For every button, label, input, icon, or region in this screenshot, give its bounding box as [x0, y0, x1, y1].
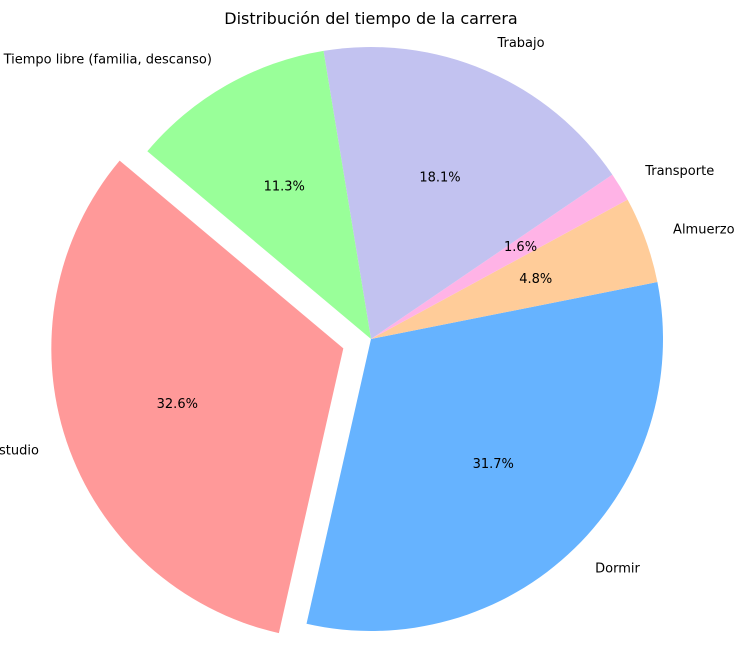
pie-slice-dormir	[306, 282, 663, 631]
pie-slice-estudio	[51, 160, 344, 634]
pie-label-almuerzo: Almuerzo	[673, 222, 735, 237]
pie-label-tiempo: Tiempo libre (familia, descanso)	[3, 52, 212, 67]
pie-label-transporte: Transporte	[644, 164, 714, 179]
pie-label-estudio: Estudio	[0, 443, 39, 458]
chart-title: Distribución del tiempo de la carrera	[224, 9, 517, 28]
pie-slice-tiempo	[147, 50, 371, 339]
pie-percent-tiempo: 11.3%	[264, 179, 305, 194]
pie-label-trabajo: Trabajo	[496, 36, 544, 51]
pie-slice-transporte	[371, 174, 628, 339]
pie-slice-trabajo	[323, 46, 613, 339]
pie-slice-almuerzo	[371, 199, 658, 339]
pie-percent-estudio: 32.6%	[157, 397, 198, 412]
pie-slices	[51, 46, 663, 634]
pie-percent-dormir: 31.7%	[473, 457, 514, 472]
pie-percent-labels: 32.6% 31.7% 4.8% 1.6% 18.1% 11.3%	[157, 170, 553, 472]
pie-label-dormir: Dormir	[595, 562, 640, 577]
pie-category-labels: Estudio Dormir Almuerzo Transporte Trabajo Ti…	[0, 36, 735, 576]
pie-percent-almuerzo: 4.8%	[519, 272, 552, 287]
pie-percent-transporte: 1.6%	[504, 240, 537, 255]
pie-percent-trabajo: 18.1%	[419, 170, 460, 185]
